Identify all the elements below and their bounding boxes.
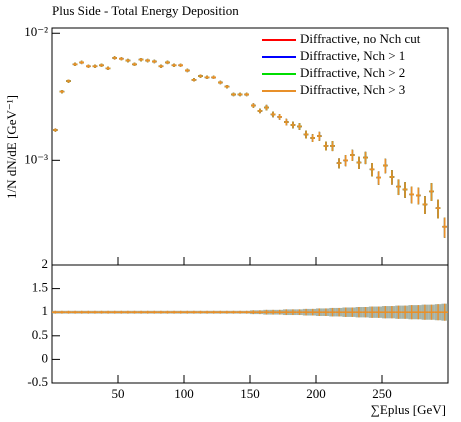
x-tick-label: 150 [240,386,260,401]
data-point [356,156,362,169]
data-point [165,60,170,65]
legend-label: Diffractive, no Nch cut [300,31,421,46]
y-tick-label: 0 [42,350,49,365]
data-point [270,111,276,118]
data-point [138,58,144,62]
data-point [422,196,428,214]
data-point [330,141,335,152]
x-tick-label: 50 [112,386,125,401]
data-point [383,158,388,174]
data-point [244,92,249,97]
data-point [231,92,236,97]
data-point [79,60,84,65]
data-point [218,80,223,85]
data-point [119,57,124,61]
data-point [363,151,368,165]
data-point [92,64,98,68]
data-point [132,62,137,66]
data-point [204,75,210,80]
data-point [369,163,375,177]
main-frame [51,27,449,266]
data-point [409,186,414,204]
y-tick-label: 0.5 [32,327,48,342]
data-point [66,79,71,83]
data-point [72,62,78,66]
data-point [158,64,164,68]
y-tick-label: 1 [42,303,49,318]
data-point [86,64,91,68]
y-tick-label: 10⁻³ [24,151,48,166]
data-point [376,171,381,185]
data-point [290,121,296,129]
data-point [323,141,329,151]
data-point [257,108,263,114]
legend-label: Diffractive, Nch > 1 [300,48,405,63]
x-tick-label: 200 [306,386,326,401]
ratio-frame [51,264,449,384]
data-point [171,63,177,67]
data-point [251,103,256,108]
data-point [53,128,58,132]
data-point [310,134,315,142]
data-point [112,56,117,60]
data-point [185,68,190,73]
legend-label: Diffractive, Nch > 3 [300,82,405,97]
data-point [442,217,447,238]
y-tick-label: 2 [42,256,49,271]
data-point [277,114,282,120]
data-point [350,149,355,161]
data-point [429,183,434,201]
chart-title: Plus Side - Total Energy Deposition [52,3,239,18]
data-point [284,118,289,126]
y-axis-label: 1/N dN/dE [GeV⁻¹] [4,95,19,199]
data-point [191,78,197,82]
legend-label: Diffractive, Nch > 2 [300,65,405,80]
y-tick-label: 1.5 [32,280,48,295]
data-point [416,187,421,205]
data-point [336,158,342,169]
data-point [303,130,309,139]
data-point [297,123,302,130]
data-point [317,131,322,141]
data-point [152,59,157,64]
data-point [224,85,230,89]
data-point [59,90,65,94]
data-point [125,58,131,63]
data-point [435,199,441,219]
data-point [99,63,104,67]
data-point [389,170,395,185]
y-tick-label: 10⁻² [24,24,48,39]
data-point [402,182,408,198]
data-point [237,92,243,97]
y-tick-label: -0.5 [27,374,48,389]
x-tick-label: 100 [174,386,194,401]
data-point [198,74,203,78]
data-point [178,63,183,67]
x-tick-label: 250 [372,386,392,401]
data-point [211,75,216,80]
x-axis-label: ∑Eplus [GeV] [371,402,446,417]
data-point [396,179,401,196]
data-point [264,104,269,111]
data-point [145,58,150,63]
data-point [105,66,111,70]
data-point [343,155,348,167]
